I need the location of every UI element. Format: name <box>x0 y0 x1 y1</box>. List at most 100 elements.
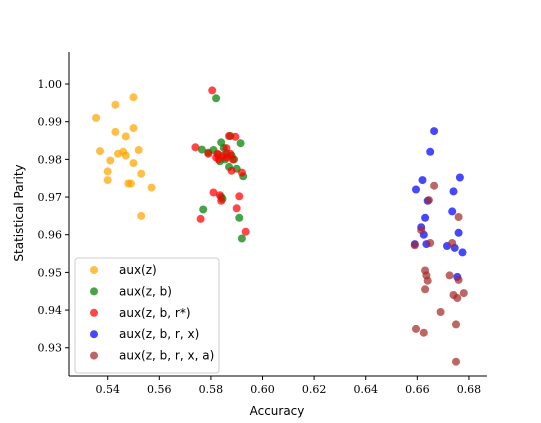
data-point <box>424 196 433 205</box>
data-point <box>137 169 146 178</box>
data-point <box>237 168 246 177</box>
data-point <box>458 248 467 257</box>
data-point <box>92 113 101 122</box>
data-point <box>103 176 112 185</box>
data-point <box>241 227 250 236</box>
data-point <box>217 196 226 205</box>
x-tick-label: 0.68 <box>457 383 482 396</box>
y-tick-label: 1.00 <box>38 78 63 91</box>
data-point <box>426 239 435 247</box>
data-point <box>235 192 244 201</box>
legend-label: aux(z, b) <box>119 284 172 298</box>
data-point <box>448 207 457 216</box>
data-point <box>448 239 457 247</box>
y-tick-label: 0.99 <box>38 116 63 129</box>
data-point <box>111 100 120 109</box>
data-point <box>197 145 206 154</box>
data-point <box>129 124 138 133</box>
data-point <box>231 132 240 141</box>
data-point <box>445 271 454 280</box>
data-point <box>452 357 460 366</box>
data-point <box>147 183 156 192</box>
ticks: 0.54 0.56 0.58 0.60 0.62 0.64 0.66 0.68 0.93 0.94… <box>38 78 482 396</box>
legend-box <box>74 257 220 374</box>
data-point <box>454 228 463 237</box>
data-point <box>126 179 135 188</box>
y-tick-label: 0.95 <box>38 266 63 279</box>
data-point <box>453 294 462 302</box>
data-point <box>208 86 217 95</box>
data-point <box>430 127 439 136</box>
data-point <box>199 205 208 214</box>
series-5 <box>410 181 468 366</box>
data-point <box>103 167 112 176</box>
x-tick-label: 0.54 <box>95 383 120 396</box>
data-point <box>137 211 146 220</box>
points-layer <box>92 86 468 366</box>
data-point <box>454 213 463 221</box>
legend-label: aux(z, b, r, x) <box>119 327 199 341</box>
y-tick-label: 0.94 <box>38 304 63 317</box>
legend-marker <box>90 330 98 339</box>
data-point <box>454 275 463 284</box>
data-point <box>412 185 420 194</box>
series-4 <box>410 127 467 281</box>
data-point <box>134 146 143 154</box>
legend-marker <box>90 308 98 317</box>
data-point <box>222 144 231 153</box>
data-point <box>235 213 244 222</box>
data-point <box>236 139 245 148</box>
data-point <box>111 127 120 136</box>
legend-label: aux(z, b, r, x, a) <box>119 349 214 363</box>
data-point <box>232 204 241 213</box>
data-point <box>412 324 420 333</box>
y-tick-label: 0.98 <box>38 153 63 166</box>
data-point <box>129 93 138 102</box>
data-point <box>455 173 464 182</box>
data-point <box>410 241 419 250</box>
legend-marker <box>90 351 98 360</box>
data-point <box>225 132 233 140</box>
y-tick-label: 0.96 <box>38 229 63 242</box>
data-point <box>423 276 432 285</box>
legend: aux(z) aux(z, b) aux(z, b, r*) aux(z, b, r,… <box>74 257 220 374</box>
series-2 <box>197 94 248 243</box>
data-point <box>419 328 428 337</box>
data-point <box>452 320 460 329</box>
x-axis-label: Accuracy <box>250 404 305 418</box>
data-point <box>228 155 237 164</box>
y-tick-label: 0.93 <box>38 342 63 355</box>
data-point <box>459 289 468 298</box>
data-point <box>191 143 200 152</box>
x-tick-label: 0.66 <box>405 383 430 396</box>
data-point <box>426 147 435 156</box>
series-3 <box>191 86 250 236</box>
x-tick-label: 0.62 <box>302 383 327 396</box>
legend-marker <box>90 266 98 274</box>
data-point <box>421 285 430 294</box>
series-1 <box>92 93 156 220</box>
data-point <box>121 132 130 141</box>
legend-label: aux(z) <box>119 263 157 277</box>
data-point <box>121 151 130 160</box>
y-axis-label: Statistical Parity <box>12 164 26 261</box>
data-point <box>96 147 104 156</box>
data-point <box>418 176 427 185</box>
data-point <box>212 94 221 103</box>
y-tick-label: 0.97 <box>38 191 63 204</box>
x-tick-label: 0.56 <box>147 383 172 396</box>
data-point <box>209 188 218 197</box>
data-point <box>417 226 426 235</box>
data-point <box>421 213 430 222</box>
data-point <box>430 181 439 190</box>
data-point <box>129 159 138 168</box>
legend-label: aux(z, b, r*) <box>119 306 191 320</box>
data-point <box>436 308 445 316</box>
legend-marker <box>90 287 98 296</box>
data-point <box>196 214 205 223</box>
data-point <box>227 166 236 175</box>
data-point <box>237 234 246 243</box>
x-tick-label: 0.58 <box>199 383 224 396</box>
x-tick-label: 0.60 <box>250 383 275 396</box>
